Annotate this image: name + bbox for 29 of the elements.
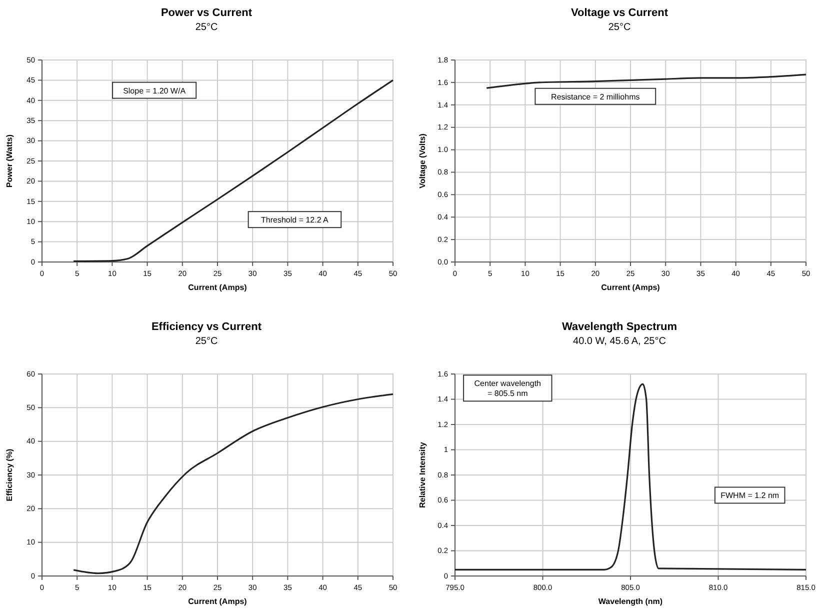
chart-subtitle: 25°C <box>195 22 218 33</box>
chart-title: Efficiency vs Current <box>151 321 262 333</box>
annotation: Resistance = 2 milliohms <box>551 92 640 102</box>
note-box: FWHM = 1.2 nm <box>714 486 786 504</box>
line-series <box>486 74 807 89</box>
chart-title: Wavelength Spectrum <box>562 321 678 333</box>
line-series <box>72 79 394 262</box>
annotation: FWHM = 1.2 nm <box>720 491 780 500</box>
annotation: Center wavelength = 805.5 nm <box>474 379 542 398</box>
x-axis-title: Current (Amps) <box>188 283 248 292</box>
note-box: Resistance = 2 milliohms <box>534 88 656 105</box>
y-axis-title: Relative Intensity <box>418 442 427 508</box>
note-box: Center wavelength = 805.5 nm <box>463 374 552 402</box>
chart-subtitle: 25°C <box>195 336 218 347</box>
x-axis-title: Wavelength (nm) <box>598 597 663 606</box>
annotation: Threshold = 12.2 A <box>261 216 330 225</box>
note-box: Threshold = 12.2 A <box>248 211 342 228</box>
y-axis-title: Voltage (Volts) <box>418 133 427 188</box>
x-axis-title: Current (Amps) <box>188 597 248 606</box>
x-axis-title: Current (Amps) <box>601 283 660 292</box>
line-series <box>72 393 394 574</box>
note-box: Slope = 1.20 W/A <box>112 82 197 99</box>
annotation: Slope = 1.20 W/A <box>123 86 186 96</box>
y-axis-title: Efficiency (%) <box>5 448 14 502</box>
y-axis-title: Power (Watts) <box>5 134 14 188</box>
chart-title: Power vs Current <box>160 7 252 19</box>
chart-subtitle: 40.0 W, 45.6 A, 25°C <box>573 336 666 347</box>
chart-title: Voltage vs Current <box>571 7 668 19</box>
chart-subtitle: 25°C <box>608 22 631 33</box>
